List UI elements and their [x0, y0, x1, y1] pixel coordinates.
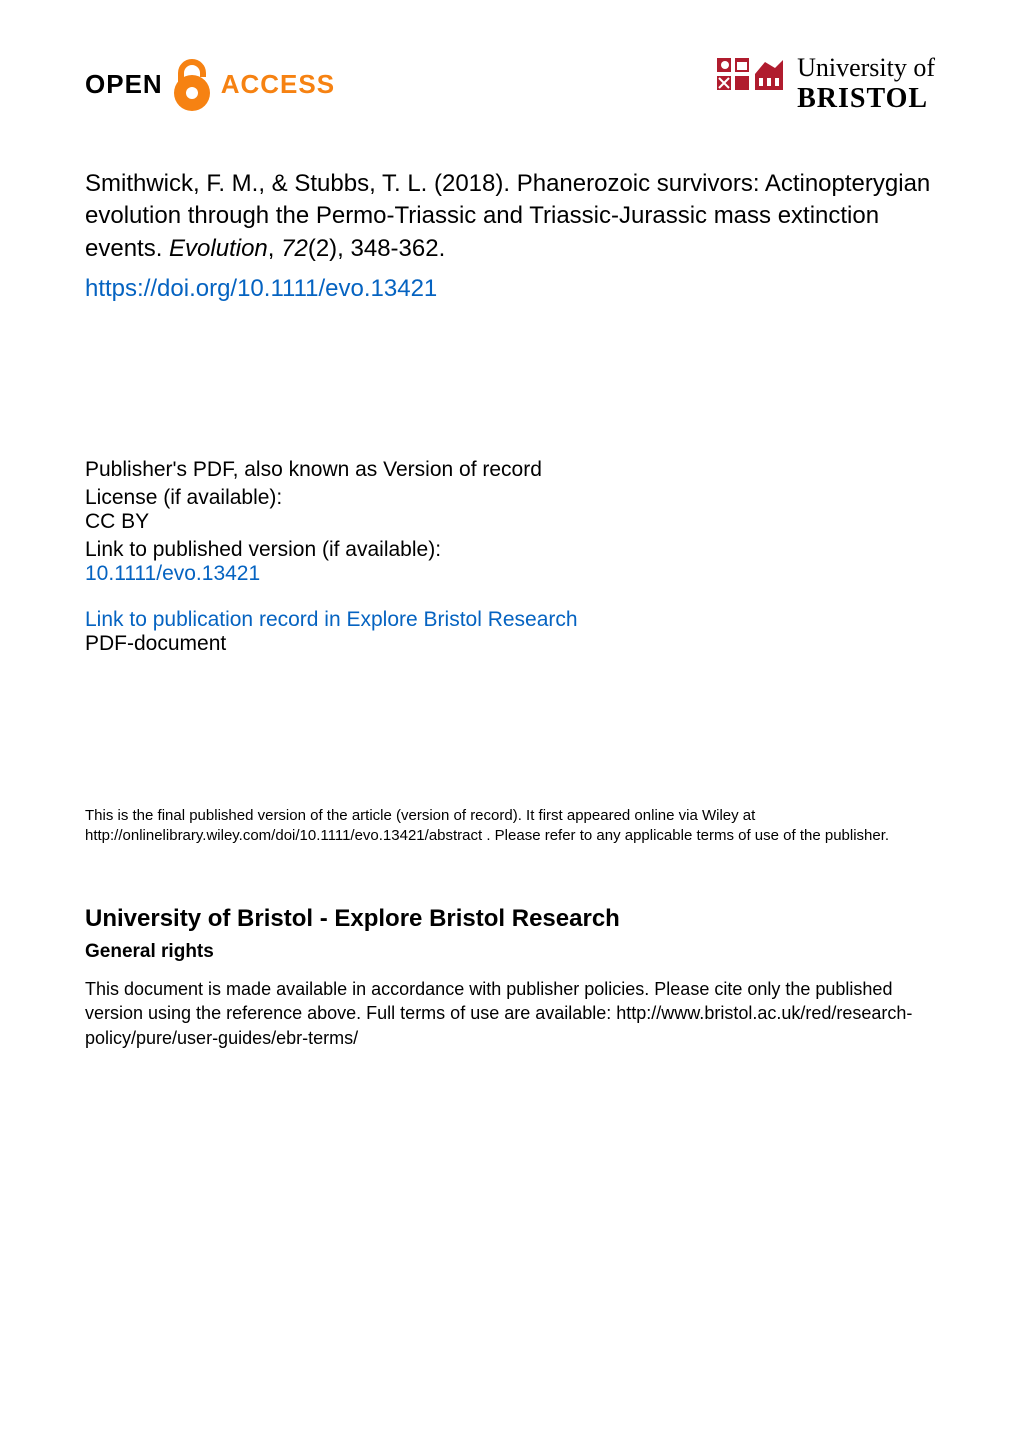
citation-journal: Evolution	[169, 235, 268, 262]
footer-body: This document is made available in accor…	[85, 977, 935, 1050]
open-access-logo: OPEN ACCESS	[85, 55, 335, 113]
license-value: CC BY	[85, 510, 935, 534]
license-label: License (if available):	[85, 486, 935, 510]
open-access-prefix: OPEN	[85, 69, 163, 100]
university-logo: University of BRISTOL	[715, 50, 935, 118]
citation-issue-pages: (2), 348-362.	[308, 235, 445, 262]
header-row: OPEN ACCESS	[85, 50, 935, 118]
university-text: University of BRISTOL	[797, 53, 935, 115]
citation-comma: ,	[268, 235, 281, 262]
pdf-document-label: PDF-document	[85, 632, 935, 656]
citation-block: Smithwick, F. M., & Stubbs, T. L. (2018)…	[85, 168, 935, 265]
university-crest-icon	[715, 50, 787, 118]
published-link-label: Link to published version (if available)…	[85, 538, 935, 562]
university-line1: University of	[797, 53, 935, 83]
spacer	[85, 303, 935, 458]
explore-bristol-link[interactable]: Link to publication record in Explore Br…	[85, 608, 935, 632]
spacer	[85, 845, 935, 905]
doi-link[interactable]: https://doi.org/10.1111/evo.13421	[85, 275, 437, 302]
published-link[interactable]: 10.1111/evo.13421	[85, 562, 935, 586]
citation-authors: Smithwick, F. M., & Stubbs, T. L. (2018)…	[85, 170, 517, 197]
footer-subheading: General rights	[85, 941, 935, 963]
citation-volume: 72	[281, 235, 308, 262]
open-access-suffix: ACCESS	[221, 69, 335, 100]
open-access-lock-icon	[167, 55, 217, 113]
attribution-text: This is the final published version of t…	[85, 806, 935, 845]
version-text: Publisher's PDF, also known as Version o…	[85, 458, 935, 482]
university-line2: BRISTOL	[797, 83, 935, 115]
spacer	[85, 656, 935, 806]
footer-heading: University of Bristol - Explore Bristol …	[85, 905, 935, 933]
